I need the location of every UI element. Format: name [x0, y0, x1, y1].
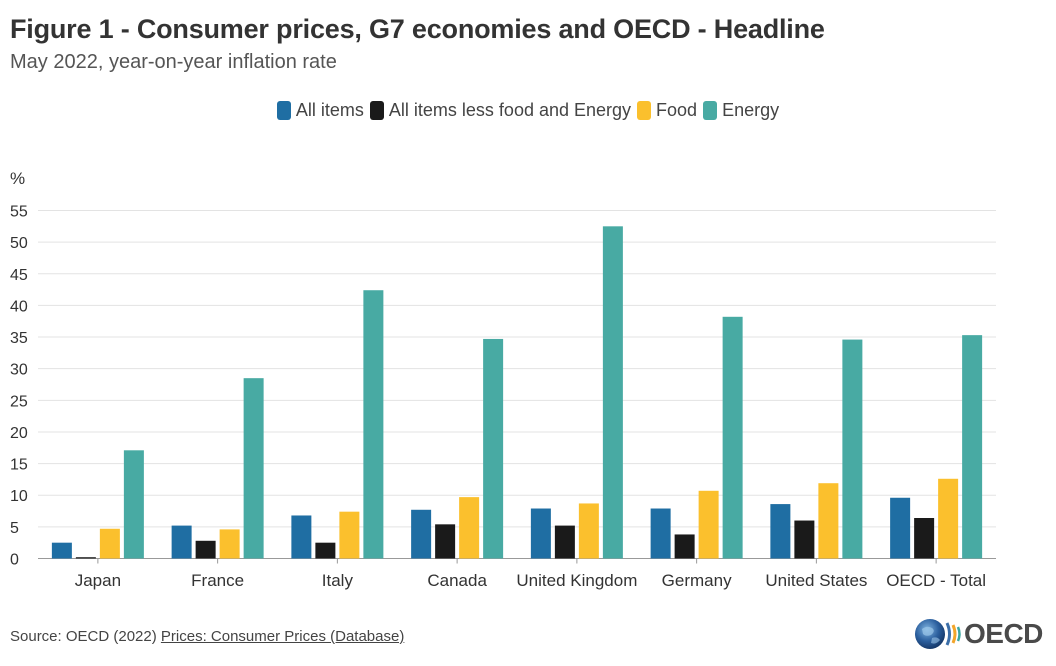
bar-energy-germany [722, 316, 743, 559]
bar-all-items-less-food-and-energy-united-kingdom [554, 525, 575, 559]
chart-legend: All items All items less food and Energy… [0, 100, 1056, 121]
y-tick-label: 0 [10, 552, 19, 569]
bar-all-items-less-food-and-energy-oecd-total [914, 518, 935, 559]
bar-food-united-kingdom [578, 503, 599, 559]
bar-all-items-japan [51, 542, 72, 559]
y-tick-label: 20 [10, 425, 28, 442]
bar-energy-oecd-total [962, 335, 983, 559]
x-tick-label: Canada [427, 571, 487, 590]
chart-title: Figure 1 - Consumer prices, G7 economies… [10, 14, 825, 44]
y-tick-label: 30 [10, 362, 28, 379]
bar-energy-france [243, 378, 264, 559]
bar-all-items-italy [291, 515, 312, 559]
legend-item-core[interactable]: All items less food and Energy [369, 100, 632, 121]
legend-swatch [369, 101, 384, 120]
bar-food-oecd-total [938, 478, 959, 559]
bar-all-items-less-food-and-energy-italy [315, 542, 336, 559]
y-tick-label: 25 [10, 393, 28, 410]
bar-food-france [219, 529, 240, 559]
bar-energy-italy [363, 290, 384, 559]
y-tick-label: 5 [10, 520, 19, 537]
bar-all-items-less-food-and-energy-united-states [794, 520, 815, 559]
legend-label: All items [295, 100, 364, 120]
x-tick-label: Japan [75, 571, 121, 590]
bar-chart: % 0 5 10 15 20 25 30 35 40 45 50 55 Japan France Italy C… [10, 169, 996, 590]
x-tick-label: OECD - Total [886, 571, 986, 590]
legend-item-all-items[interactable]: All items [276, 100, 364, 121]
y-tick-label: 15 [10, 457, 28, 474]
bar-all-items-canada [411, 509, 432, 559]
legend-label: Food [656, 100, 698, 120]
bar-food-germany [698, 490, 719, 559]
oecd-logo[interactable]: OECD [914, 617, 1043, 651]
x-tick-label: United Kingdom [516, 571, 637, 590]
bar-all-items-oecd-total [890, 497, 911, 559]
y-tick-label: 45 [10, 267, 28, 284]
y-tick-label: 40 [10, 298, 28, 315]
bar-all-items-united-states [770, 504, 791, 559]
bar-food-canada [459, 497, 480, 559]
bar-all-items-less-food-and-energy-germany [674, 534, 695, 559]
bar-all-items-less-food-and-energy-japan [75, 557, 96, 559]
source-note: Source: OECD (2022) Prices: Consumer Pri… [10, 628, 404, 645]
y-tick-label: 35 [10, 330, 28, 347]
bar-all-items-less-food-and-energy-france [195, 540, 216, 559]
y-tick-label: 50 [10, 235, 28, 252]
x-tick-label: France [191, 571, 244, 590]
bar-food-japan [99, 528, 120, 559]
source-link[interactable]: Prices: Consumer Prices (Database) [160, 628, 405, 645]
logo-text: OECD [964, 618, 1043, 649]
oecd-globe-icon [915, 619, 961, 649]
bar-all-items-less-food-and-energy-canada [435, 524, 456, 559]
bar-food-united-states [818, 483, 839, 559]
x-tick-label: Italy [322, 571, 354, 590]
bar-energy-canada [483, 338, 504, 559]
y-tick-label: 55 [10, 204, 28, 221]
bar-energy-japan [123, 450, 144, 559]
legend-swatch [703, 101, 718, 120]
source-prefix: Source: OECD (2022) [10, 628, 161, 645]
legend-swatch [637, 101, 652, 120]
legend-swatch [276, 101, 291, 120]
legend-label: Energy [722, 100, 780, 120]
x-tick-label: Germany [662, 571, 732, 590]
bar-all-items-france [171, 525, 192, 559]
y-axis-unit-label: % [10, 169, 25, 188]
bar-energy-united-states [842, 339, 863, 559]
bar-all-items-united-kingdom [530, 508, 551, 559]
y-tick-label: 10 [10, 488, 28, 505]
bar-food-italy [339, 511, 360, 559]
legend-item-energy[interactable]: Energy [703, 100, 779, 121]
bar-energy-united-kingdom [602, 226, 623, 559]
legend-item-food[interactable]: Food [637, 100, 697, 121]
x-tick-label: United States [765, 571, 867, 590]
chart-subtitle: May 2022, year-on-year inflation rate [10, 51, 337, 73]
bar-all-items-germany [650, 508, 671, 559]
legend-label: All items less food and Energy [388, 100, 632, 120]
